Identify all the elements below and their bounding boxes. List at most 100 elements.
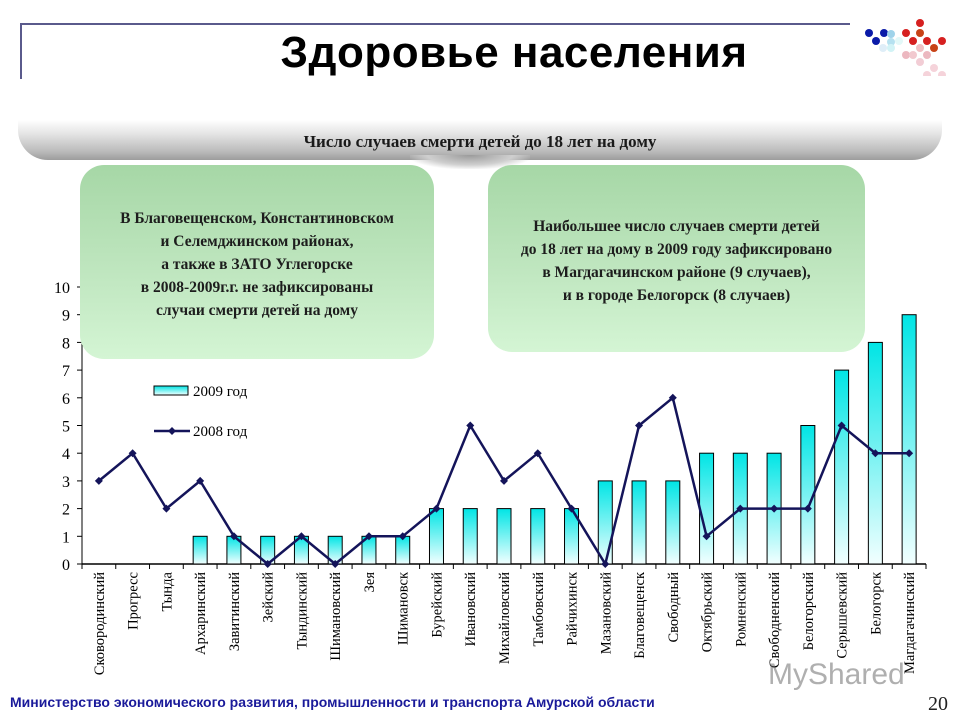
line-2008-marker bbox=[803, 504, 812, 513]
line-2008-marker bbox=[94, 476, 103, 485]
note-left-line: и Селемджинском районах, bbox=[160, 233, 354, 250]
legend-bar-swatch bbox=[153, 385, 189, 396]
line-2008-marker bbox=[567, 504, 576, 513]
bar-2009 bbox=[192, 535, 208, 565]
bar-2009 bbox=[428, 508, 444, 565]
x-category-label: Зейский bbox=[261, 572, 277, 623]
note-right-line: до 18 лет на дому в 2009 году зафиксиров… bbox=[520, 241, 833, 258]
note-box-left: В Благовещенском, Константиновском и Сел… bbox=[80, 165, 434, 359]
chart-title: Число случаев смерти детей до 18 лет на … bbox=[303, 132, 657, 151]
legend-line-marker bbox=[168, 427, 176, 435]
footer-text: Министерство экономического развития, пр… bbox=[10, 694, 655, 710]
bar-2009 bbox=[901, 314, 917, 565]
bar-2009 bbox=[530, 508, 546, 565]
line-2008-marker bbox=[466, 421, 475, 430]
legend-label-2009: 2009 год bbox=[193, 384, 248, 400]
note-right-line: в Магдагачинском районе (9 случаев), bbox=[542, 264, 811, 281]
line-2008-marker bbox=[398, 532, 407, 541]
line-2008-marker bbox=[331, 560, 340, 568]
bar-2009 bbox=[462, 508, 478, 565]
bar-2009 bbox=[834, 369, 850, 565]
x-category-label: Благовещенск bbox=[632, 571, 648, 659]
line-2008-marker bbox=[263, 560, 272, 568]
watermark: MyShared bbox=[768, 658, 905, 691]
x-category-label: Зея bbox=[362, 572, 378, 593]
legend-label-2008: 2008 год bbox=[193, 424, 248, 440]
x-category-label: Михайловский bbox=[497, 572, 513, 664]
note-box-right: Наибольшее число случаев смерти детей до… bbox=[488, 165, 865, 352]
x-category-label: Свободненский bbox=[767, 572, 783, 668]
line-2008-marker bbox=[770, 504, 779, 513]
y-tick-label: 1 bbox=[62, 529, 70, 546]
frame-line-left bbox=[20, 23, 22, 79]
note-left-line: а также в ЗАТО Углегорске bbox=[161, 256, 353, 273]
x-category-label: Свободный bbox=[666, 572, 682, 643]
line-2008-marker bbox=[837, 421, 846, 430]
x-category-label: Белогорский bbox=[801, 572, 817, 651]
y-tick-label: 9 bbox=[62, 308, 70, 325]
x-category-label: Октябрьский bbox=[700, 572, 716, 653]
dots-logo-icon bbox=[865, 19, 946, 76]
line-2008-marker bbox=[702, 532, 711, 541]
x-category-label: Архаринский bbox=[193, 572, 209, 655]
line-2008-marker bbox=[601, 560, 610, 568]
line-2008-marker bbox=[500, 476, 508, 485]
line-2008-marker bbox=[871, 449, 880, 458]
y-tick-label: 0 bbox=[62, 557, 70, 574]
line-2008-marker bbox=[128, 449, 137, 458]
bar-2009 bbox=[395, 535, 411, 565]
page-number: 20 bbox=[928, 693, 948, 715]
x-category-label: Белогорск bbox=[868, 571, 884, 635]
x-category-label: Серышевский bbox=[835, 572, 851, 659]
x-category-label: Ромненский bbox=[733, 572, 749, 647]
y-tick-label: 4 bbox=[62, 446, 70, 463]
x-category-label: Ивановский bbox=[463, 572, 479, 647]
note-right-line: Наибольшее число случаев смерти детей bbox=[533, 218, 820, 235]
y-tick-label: 7 bbox=[62, 363, 70, 380]
x-category-label: Шимановский bbox=[328, 572, 344, 661]
x-category-label: Тындинский bbox=[294, 572, 310, 650]
y-tick-label: 2 bbox=[62, 502, 70, 519]
subtitle-banner bbox=[18, 120, 942, 160]
x-category-label: Завитинский bbox=[227, 572, 243, 651]
x-category-label: Тында bbox=[159, 571, 175, 611]
y-tick-label: 6 bbox=[62, 391, 70, 408]
line-2008-marker bbox=[432, 504, 441, 513]
note-right-text: Наибольшее число случаев смерти детей до… bbox=[488, 165, 865, 307]
line-2008-marker bbox=[297, 532, 306, 541]
bar-2009 bbox=[665, 480, 681, 565]
line-2008-marker bbox=[364, 532, 373, 541]
bar-2009 bbox=[631, 480, 647, 565]
line-2008-marker bbox=[196, 476, 205, 485]
frame-line-top bbox=[20, 23, 850, 25]
x-category-label: Магдагачинский bbox=[902, 572, 918, 674]
y-tick-label: 3 bbox=[62, 474, 70, 491]
line-2008-marker bbox=[533, 449, 542, 458]
note-left-line: В Благовещенском, Константиновском bbox=[120, 210, 394, 227]
note-left-line: случаи смерти детей на дому bbox=[156, 302, 358, 319]
subtitle-banner-notch bbox=[410, 155, 530, 169]
line-2008-marker bbox=[905, 449, 914, 458]
x-category-label: Бурейский bbox=[429, 572, 445, 638]
bar-2009 bbox=[496, 508, 512, 565]
bar-2009 bbox=[800, 425, 816, 565]
x-category-label: Тамбовский bbox=[531, 572, 547, 647]
bar-2009 bbox=[597, 480, 613, 565]
x-category-label: Райчихинск bbox=[565, 571, 581, 646]
x-category-label: Прогресс bbox=[126, 572, 142, 630]
bar-2009 bbox=[699, 452, 715, 565]
note-left-text: В Благовещенском, Константиновском и Сел… bbox=[80, 165, 434, 322]
x-category-label: Мазановский bbox=[598, 572, 614, 655]
line-2008-marker bbox=[162, 504, 171, 513]
x-category-label: Сковородинский bbox=[92, 572, 108, 675]
x-category-label: Шимановск bbox=[396, 571, 412, 645]
y-tick-label: 8 bbox=[62, 335, 70, 352]
y-tick-label: 10 bbox=[54, 280, 70, 297]
note-right-line: и в городе Белогорск (8 случаев) bbox=[562, 287, 791, 304]
line-2008-marker bbox=[736, 504, 745, 513]
note-left-line: в 2008-2009г.г. не зафиксированы bbox=[140, 279, 374, 296]
page-title: Здоровье населения bbox=[280, 28, 748, 77]
line-2008-marker bbox=[635, 421, 644, 430]
line-2008-marker bbox=[668, 393, 677, 402]
